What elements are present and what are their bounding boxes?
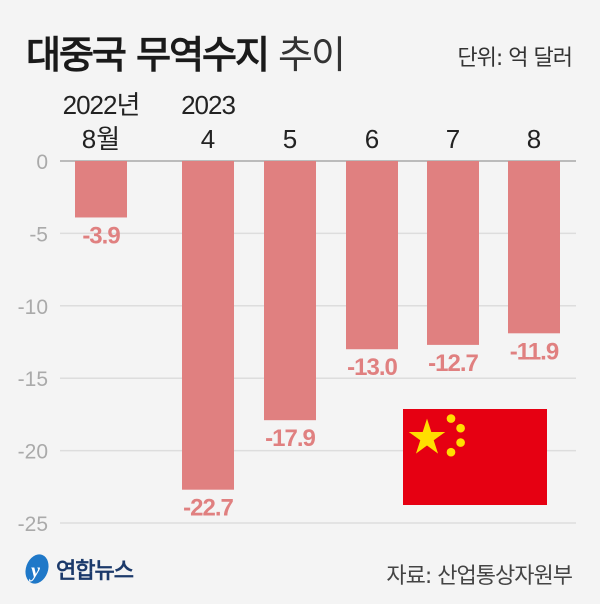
y-tick-label: -10 (18, 296, 48, 319)
x-tick-label: 7 (446, 124, 460, 154)
data-label: -3.9 (82, 222, 120, 249)
bar (346, 161, 398, 350)
china-flag-icon (403, 409, 547, 505)
source-label: 자료: 산업통상자원부 (386, 564, 573, 589)
year-label: 2022년 (63, 90, 140, 120)
x-tick-label: 8 (527, 124, 541, 154)
x-tick-label: 5 (283, 124, 297, 154)
x-tick-label: 8월 (82, 124, 120, 154)
data-label: -11.9 (510, 338, 559, 365)
y-tick-label: -5 (29, 223, 48, 246)
year-label: 2023 (181, 90, 235, 120)
data-label: -13.0 (347, 354, 397, 381)
yonhap-logo-icon: y (25, 554, 49, 584)
bar (182, 161, 234, 490)
chart-title: 대중국 무역수지 추이 (26, 33, 346, 77)
x-tick-label: 6 (365, 124, 379, 154)
y-tick-label: -20 (18, 441, 48, 464)
svg-text:y: y (29, 560, 40, 582)
y-tick-label: -25 (18, 513, 48, 536)
yonhap-logo: y 연합뉴스 (22, 552, 134, 586)
bar (508, 161, 560, 334)
x-tick-label: 4 (201, 124, 215, 154)
y-tick-label: 0 (36, 151, 48, 174)
data-label: -12.7 (428, 350, 478, 377)
data-label: -17.9 (265, 425, 315, 452)
bar (427, 161, 479, 345)
bar (75, 161, 127, 218)
bar (264, 161, 316, 421)
unit-label: 단위: 억 달러 (457, 46, 573, 71)
data-label: -22.7 (183, 495, 233, 522)
y-tick-label: -15 (18, 368, 48, 391)
